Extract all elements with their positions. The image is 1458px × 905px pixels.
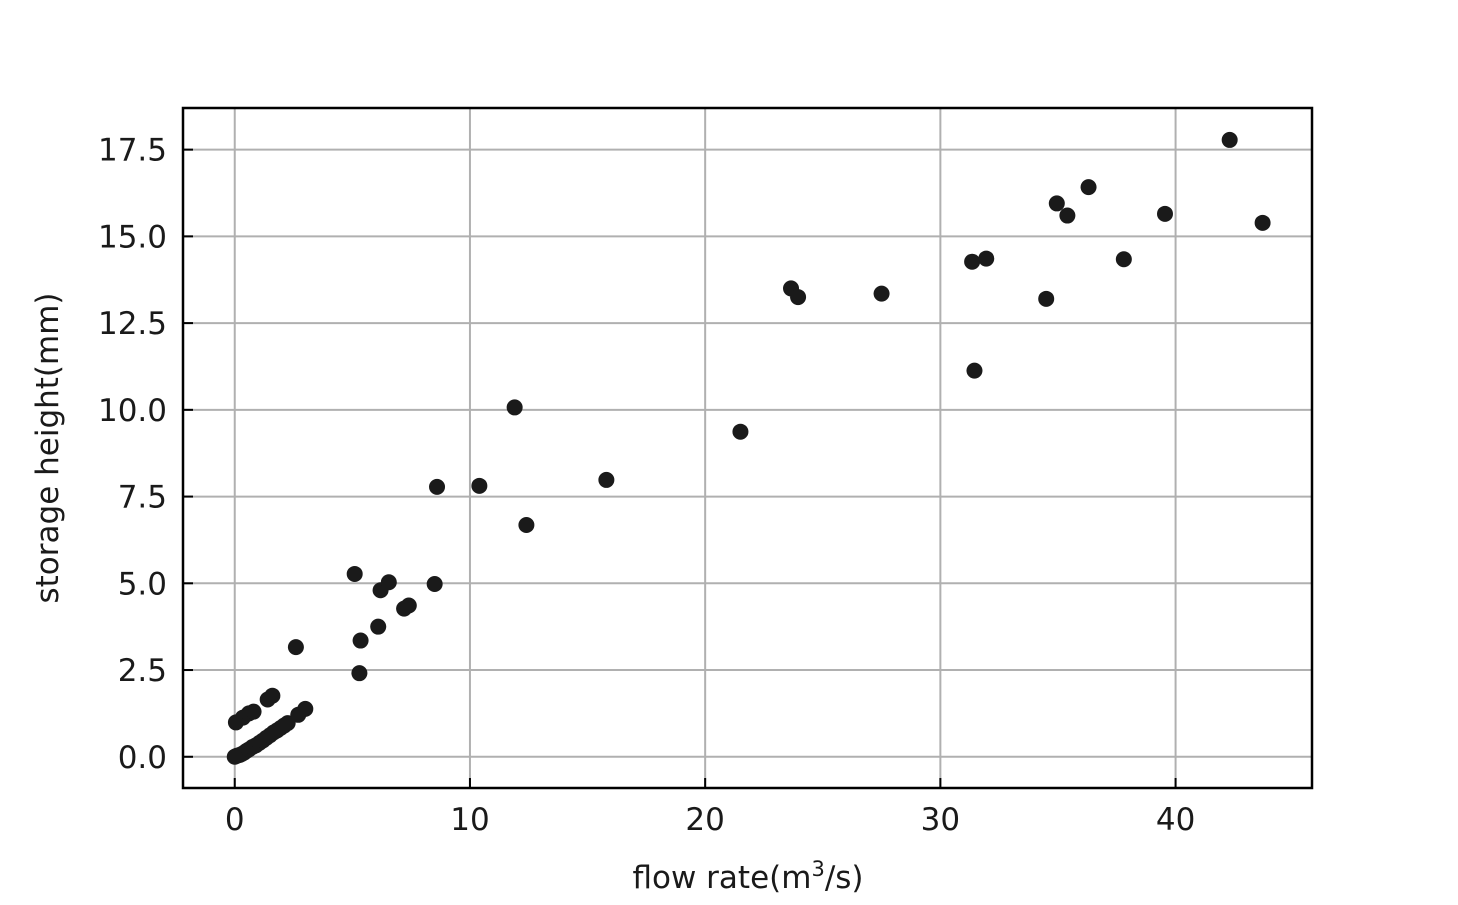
x-tick-label: 0 [225, 802, 245, 838]
scatter-point [1115, 251, 1132, 268]
plot-frame [181, 106, 1314, 790]
scatter-point [400, 597, 417, 614]
y-tick-label: 17.5 [98, 133, 167, 169]
x-tick-label: 10 [450, 802, 489, 838]
scatter-point [346, 565, 363, 582]
scatter-point [1254, 214, 1271, 231]
scatter-point [732, 423, 749, 440]
y-tick-label: 2.5 [118, 653, 167, 689]
y-tick-label: 10.0 [98, 393, 167, 429]
scatter-point [518, 517, 535, 534]
x-tick-labels: 0 10 20 30 40 [225, 802, 1195, 838]
x-axis-label-main: flow rate(m [632, 860, 811, 896]
x-tick-label: 20 [685, 802, 724, 838]
data-points [226, 131, 1271, 765]
scatter-point [966, 362, 983, 379]
scatter-point [1059, 207, 1076, 224]
axis-ticks [183, 148, 1177, 788]
scatter-point [370, 618, 387, 635]
scatter-point [1038, 290, 1055, 307]
x-tick-label: 30 [921, 802, 960, 838]
y-tick-label: 7.5 [118, 480, 167, 516]
scatter-point [426, 576, 443, 592]
scatter-point [506, 399, 523, 416]
scatter-point [429, 478, 446, 495]
scatter-point [1048, 195, 1065, 212]
scatter-point [297, 700, 314, 717]
scatter-point [264, 687, 281, 704]
scatter-point [978, 250, 995, 267]
y-tick-label: 0.0 [118, 740, 167, 776]
y-tick-label: 15.0 [98, 219, 167, 255]
scatter-point [964, 253, 981, 270]
x-axis-label: flow rate(m3/s) [632, 857, 863, 896]
scatter-point [598, 471, 615, 488]
scatter-point [1221, 131, 1238, 148]
x-tick-label: 40 [1156, 802, 1195, 838]
scatter-point [873, 285, 890, 302]
scatter-point [1156, 205, 1173, 222]
y-axis-label: storage height(mm) [30, 292, 66, 603]
scatter-point [790, 289, 807, 306]
x-axis-label-suffix: /s) [825, 860, 864, 896]
y-tick-label: 5.0 [118, 566, 167, 602]
y-tick-labels: 0.0 2.5 5.0 7.5 10.0 12.5 15.0 17.5 [98, 133, 167, 776]
scatter-point [1080, 179, 1097, 196]
scatter-point [287, 639, 304, 656]
scatter-point [471, 477, 488, 494]
grid-lines [183, 108, 1312, 788]
x-axis-label-superscript: 3 [811, 857, 824, 881]
scatter-point [351, 665, 368, 682]
scatter-point [352, 632, 369, 649]
scatter-point [245, 703, 262, 720]
y-tick-label: 12.5 [98, 306, 167, 342]
scatter-point [380, 574, 397, 591]
